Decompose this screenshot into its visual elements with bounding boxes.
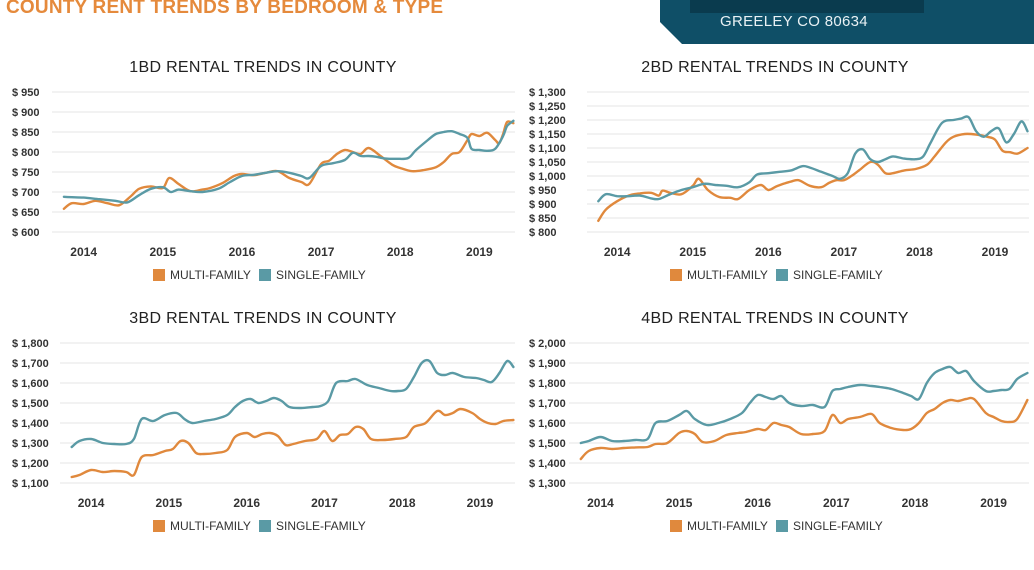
legend-label: MULTI-FAMILY — [170, 268, 251, 282]
x-tick-label: 2016 — [744, 496, 771, 510]
y-tick-label: $ 1,250 — [529, 101, 566, 113]
y-tick-label: $ 1,050 — [529, 157, 566, 169]
x-tick-label: 2017 — [308, 245, 335, 259]
y-tick-label: $ 1,700 — [12, 358, 49, 370]
x-tick-label: 2019 — [980, 496, 1007, 510]
legend-label: SINGLE-FAMILY — [276, 268, 366, 282]
location-label: GREELEY CO 80634 — [720, 13, 868, 30]
legend-label: MULTI-FAMILY — [687, 268, 768, 282]
y-tick-label: $ 1,800 — [12, 338, 49, 350]
legend-swatch — [776, 269, 788, 281]
series-line-multi-family — [597, 132, 1029, 222]
y-tick-label: $ 900 — [529, 199, 557, 211]
chart-title: 2BD RENTAL TRENDS IN COUNTY — [641, 59, 908, 76]
y-tick-label: $ 800 — [529, 227, 557, 239]
x-tick-label: 2014 — [70, 245, 97, 259]
legend-swatch — [153, 269, 165, 281]
legend-swatch — [670, 269, 682, 281]
series-line-multi-family — [62, 120, 515, 210]
y-tick-label: $ 1,200 — [12, 458, 49, 470]
x-tick-label: 2019 — [982, 245, 1009, 259]
x-tick-label: 2015 — [156, 496, 183, 510]
chart-title: 1BD RENTAL TRENDS IN COUNTY — [129, 59, 396, 76]
y-tick-label: $ 1,600 — [12, 378, 49, 390]
page-title: COUNTY RENT TRENDS BY BEDROOM & TYPE — [6, 0, 444, 18]
x-tick-label: 2018 — [906, 245, 933, 259]
series-line-single-family — [70, 358, 515, 449]
series-line-single-family — [579, 365, 1029, 445]
y-tick-label: $ 1,400 — [529, 458, 566, 470]
y-tick-label: $ 1,000 — [529, 171, 566, 183]
x-tick-label: 2017 — [823, 496, 850, 510]
legend-label: MULTI-FAMILY — [687, 519, 768, 533]
series-line-multi-family — [70, 407, 515, 479]
y-tick-label: $ 1,200 — [529, 115, 566, 127]
legend-label: SINGLE-FAMILY — [793, 268, 883, 282]
chart-title: 4BD RENTAL TRENDS IN COUNTY — [641, 310, 908, 327]
legend-label: MULTI-FAMILY — [170, 519, 251, 533]
banner-accent — [690, 0, 924, 13]
x-tick-label: 2014 — [587, 496, 614, 510]
y-tick-label: $ 900 — [12, 107, 40, 119]
legend-swatch — [259, 269, 271, 281]
y-tick-label: $ 1,700 — [529, 398, 566, 410]
chart-3bd: 3BD RENTAL TRENDS IN COUNTY $ 1,100 $ 1,20… — [0, 300, 517, 570]
x-tick-label: 2015 — [666, 496, 693, 510]
x-tick-label: 2019 — [467, 496, 494, 510]
series-line-multi-family — [579, 396, 1029, 461]
y-tick-label: $ 1,150 — [529, 129, 566, 141]
y-tick-label: $ 1,300 — [12, 438, 49, 450]
chart-4bd: 4BD RENTAL TRENDS IN COUNTY $ 1,300 $ 1,40… — [517, 300, 1034, 570]
chart-svg: 3BD RENTAL TRENDS IN COUNTY $ 1,100 $ 1,20… — [12, 310, 515, 533]
x-tick-label: 2018 — [389, 496, 416, 510]
x-tick-label: 2014 — [78, 496, 105, 510]
y-tick-label: $ 2,000 — [529, 338, 566, 350]
y-tick-label: $ 1,300 — [529, 478, 566, 490]
y-tick-label: $ 950 — [12, 87, 40, 99]
y-tick-label: $ 1,500 — [12, 398, 49, 410]
chart-2bd: 2BD RENTAL TRENDS IN COUNTY $ 800 $ 850 $ 9… — [517, 49, 1034, 319]
x-tick-label: 2014 — [604, 245, 631, 259]
y-tick-label: $ 1,600 — [529, 418, 566, 430]
chart-svg: 1BD RENTAL TRENDS IN COUNTY $ 600 $ 650 $ 7… — [12, 59, 515, 282]
x-tick-label: 2018 — [387, 245, 414, 259]
chart-title: 3BD RENTAL TRENDS IN COUNTY — [129, 310, 396, 327]
y-tick-label: $ 1,100 — [529, 143, 566, 155]
legend-label: SINGLE-FAMILY — [793, 519, 883, 533]
legend-swatch — [259, 520, 271, 532]
y-tick-label: $ 800 — [12, 147, 40, 159]
y-tick-label: $ 1,300 — [529, 87, 566, 99]
y-tick-label: $ 600 — [12, 227, 40, 239]
y-tick-label: $ 1,500 — [529, 438, 566, 450]
series-line-single-family — [62, 119, 515, 204]
legend-swatch — [776, 520, 788, 532]
legend-swatch — [153, 520, 165, 532]
legend-swatch — [670, 520, 682, 532]
x-tick-label: 2015 — [679, 245, 706, 259]
chart-svg: 2BD RENTAL TRENDS IN COUNTY $ 800 $ 850 $ 9… — [529, 59, 1029, 282]
x-tick-label: 2016 — [755, 245, 782, 259]
y-tick-label: $ 1,100 — [12, 478, 49, 490]
x-tick-label: 2016 — [233, 496, 260, 510]
y-tick-label: $ 850 — [529, 213, 557, 225]
x-tick-label: 2019 — [466, 245, 493, 259]
chart-1bd: 1BD RENTAL TRENDS IN COUNTY $ 600 $ 650 $ 7… — [0, 49, 517, 319]
x-tick-label: 2016 — [229, 245, 256, 259]
y-tick-label: $ 1,900 — [529, 358, 566, 370]
y-tick-label: $ 1,400 — [12, 418, 49, 430]
chart-svg: 4BD RENTAL TRENDS IN COUNTY $ 1,300 $ 1,40… — [529, 310, 1029, 533]
y-tick-label: $ 950 — [529, 185, 557, 197]
x-tick-label: 2017 — [831, 245, 858, 259]
x-tick-label: 2017 — [311, 496, 338, 510]
x-tick-label: 2018 — [902, 496, 929, 510]
y-tick-label: $ 1,800 — [529, 378, 566, 390]
x-tick-label: 2015 — [149, 245, 176, 259]
y-tick-label: $ 850 — [12, 127, 40, 139]
y-tick-label: $ 650 — [12, 207, 40, 219]
series-line-single-family — [597, 115, 1029, 203]
legend-label: SINGLE-FAMILY — [276, 519, 366, 533]
y-tick-label: $ 750 — [12, 167, 40, 179]
y-tick-label: $ 700 — [12, 187, 40, 199]
